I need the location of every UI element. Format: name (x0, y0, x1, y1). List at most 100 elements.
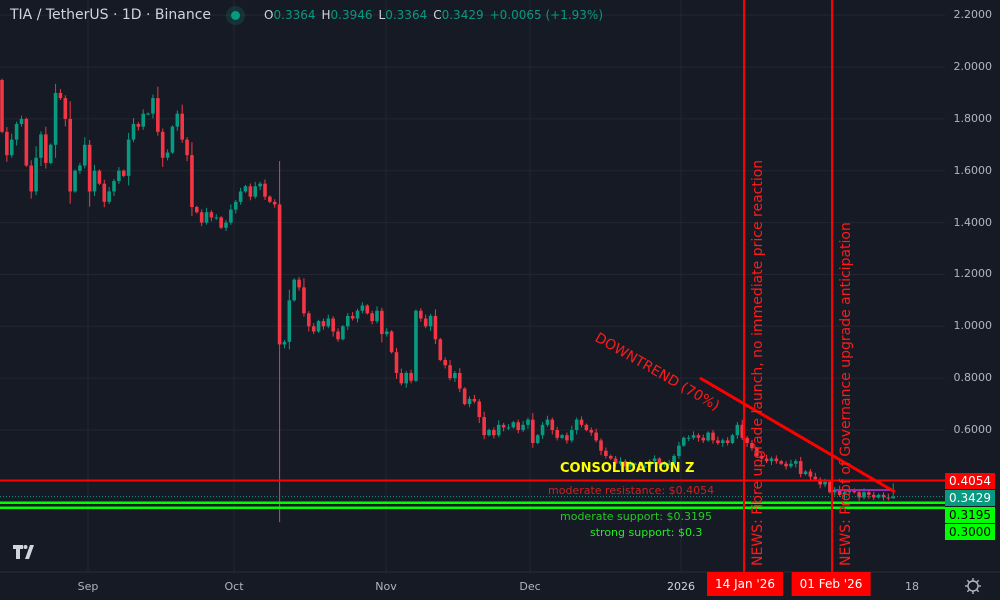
candle-body (745, 437, 749, 443)
candle (297, 277, 301, 291)
candle (389, 330, 394, 354)
candle-body (857, 492, 861, 498)
candle-body (350, 315, 355, 319)
candle (287, 289, 292, 350)
candle (482, 411, 486, 440)
candle-body (34, 157, 38, 192)
support-moderate-label[interactable]: moderate support: $0.3195 (560, 510, 712, 523)
candle (243, 184, 248, 193)
candle-body (696, 435, 701, 438)
candle-body (871, 494, 876, 498)
candle (691, 431, 696, 440)
candle (871, 491, 876, 501)
candle-body (706, 432, 710, 441)
candle-body (73, 170, 77, 192)
news1-annotation[interactable]: NEWS: Fibre upgrade launch, no immediate… (750, 159, 766, 566)
candle (229, 204, 233, 225)
tradingview-logo[interactable] (10, 540, 38, 562)
candle-body (29, 165, 34, 192)
resistance-label[interactable]: moderate resistance: $0.4054 (548, 484, 715, 497)
candle (453, 371, 457, 383)
candle-body (730, 435, 735, 443)
candle-body (9, 139, 14, 156)
candle (628, 460, 633, 469)
settings-gear-icon[interactable] (964, 577, 982, 595)
candle-body (297, 279, 301, 288)
candle (92, 164, 97, 196)
candle (248, 183, 253, 201)
candle (613, 455, 618, 467)
candle (662, 461, 667, 467)
candle (696, 433, 701, 442)
candle-body (233, 201, 238, 210)
candle (151, 94, 155, 119)
candle-body (384, 331, 389, 335)
candle (623, 459, 628, 471)
candle (526, 417, 530, 429)
candle-body (209, 212, 214, 218)
symbol-title[interactable]: TIA / TetherUS · 1D · Binance (10, 7, 212, 23)
candle-body (725, 440, 730, 443)
candle (58, 89, 63, 101)
candle-body (891, 496, 896, 499)
candle-body (394, 352, 399, 373)
candle (263, 179, 267, 200)
candle (574, 417, 579, 435)
candle-body (44, 134, 48, 163)
candle (594, 428, 598, 443)
candle (331, 316, 335, 337)
candle-body (701, 437, 706, 441)
candle-body (224, 222, 228, 228)
candle-body (789, 463, 793, 467)
candle-body (185, 139, 189, 156)
candle-body (307, 313, 311, 327)
candle-body (5, 131, 9, 156)
candle (808, 468, 813, 480)
candle-body (823, 481, 827, 485)
candle (652, 455, 657, 464)
news2-annotation[interactable]: NEWS: Proof of Governance upgrade antici… (838, 222, 854, 566)
candle (302, 278, 306, 317)
candle (321, 318, 326, 330)
candle-body (794, 461, 798, 464)
open-label: O (264, 8, 274, 22)
overlays (0, 0, 945, 572)
candle (443, 357, 447, 369)
candle-body (121, 170, 126, 176)
candle-body (428, 315, 433, 327)
candle (492, 427, 496, 439)
candle (195, 205, 199, 214)
candle-body (623, 461, 628, 467)
open-value: 0.3364 (273, 8, 316, 22)
candle-body (404, 372, 409, 384)
candle (53, 83, 58, 158)
candle-body (423, 318, 428, 327)
candle (160, 128, 165, 167)
candle-body (248, 186, 253, 197)
candle (311, 323, 316, 335)
x-tick-label: 2026 (667, 580, 695, 593)
candle (175, 110, 180, 131)
candle (677, 441, 681, 459)
consolidation-label[interactable]: CONSOLIDATION Z (560, 461, 695, 476)
candle-body (842, 492, 847, 495)
support-strong-label[interactable]: strong support: $0.3 (590, 526, 703, 539)
candle-body (560, 435, 564, 438)
candle-body (97, 170, 102, 184)
candle (433, 309, 438, 345)
candle (190, 142, 194, 217)
price-tag-resistance: 0.4054 (945, 473, 995, 489)
candle (360, 302, 365, 314)
candle-body (345, 315, 350, 327)
candle (857, 489, 861, 501)
candle-body (287, 300, 292, 342)
candle-body (151, 98, 155, 114)
market-status-icon (231, 10, 241, 20)
y-tick-label: 1.2000 (953, 267, 993, 281)
candle-body (419, 310, 423, 319)
candle-body (341, 326, 345, 340)
candle-body (107, 191, 111, 202)
candle (34, 146, 38, 196)
candle-body (516, 422, 521, 431)
